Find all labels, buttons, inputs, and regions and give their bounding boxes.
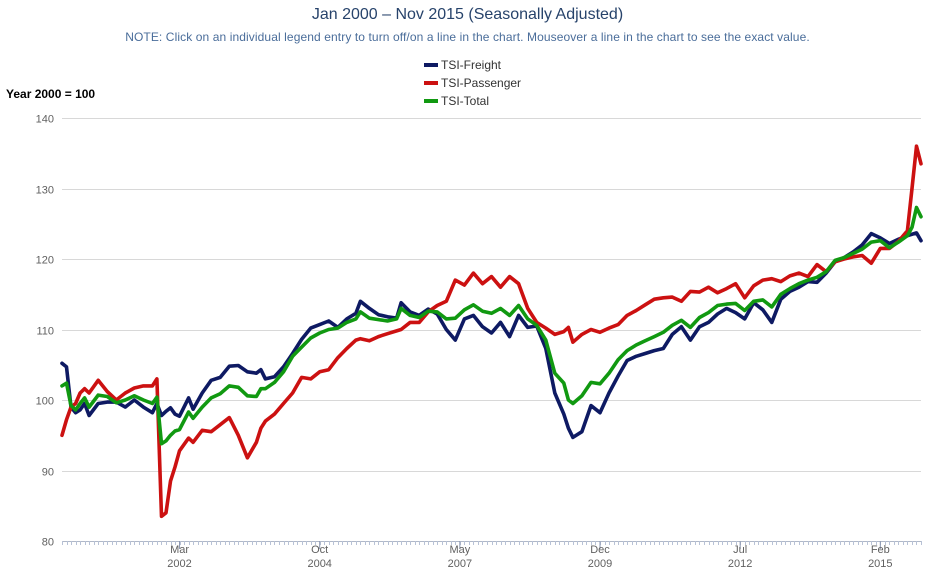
x-tick-year: 2009 xyxy=(588,558,612,570)
legend-swatch-passenger xyxy=(424,81,438,85)
x-axis: Mar 2002 Oct 2004 May 2007 Dec 2009 Jul 2012 Feb 20… xyxy=(62,541,922,570)
y-axis: 80 90 100 110 120 130 140 xyxy=(36,114,54,549)
y-tick-label: 110 xyxy=(36,326,54,338)
x-tick-month: May xyxy=(449,544,470,556)
grid-lines xyxy=(62,118,921,472)
legend-swatch-total xyxy=(424,99,438,103)
y-tick-label: 120 xyxy=(36,255,54,267)
legend-item-total[interactable]: TSI-Total xyxy=(424,92,521,110)
series-line-passenger[interactable] xyxy=(60,144,923,519)
x-tick-year: 2012 xyxy=(728,558,752,570)
chart-subtitle: NOTE: Click on an individual legend entr… xyxy=(125,30,810,44)
legend-label-passenger: TSI-Passenger xyxy=(441,76,522,90)
x-tick-year: 2007 xyxy=(448,558,472,570)
legend-label-freight: TSI-Freight xyxy=(441,58,502,72)
legend-swatch-freight xyxy=(424,63,438,67)
series-lines xyxy=(60,144,923,519)
y-tick-label: 140 xyxy=(36,114,54,126)
x-tick-month: Mar xyxy=(170,544,189,556)
chart-title: Jan 2000 – Nov 2015 (Seasonally Adjusted… xyxy=(311,6,624,23)
y-tick-label: 90 xyxy=(42,467,54,479)
x-tick-year: 2015 xyxy=(868,558,892,570)
x-tick-year: 2004 xyxy=(307,558,331,570)
y-tick-label: 80 xyxy=(42,537,54,549)
legend: TSI-Freight TSI-Passenger TSI-Total xyxy=(424,56,521,110)
legend-item-freight[interactable]: TSI-Freight xyxy=(424,56,521,74)
series-line-total[interactable] xyxy=(60,205,923,446)
x-tick-month: Feb xyxy=(871,544,890,556)
x-tick-month: Jul xyxy=(733,544,747,556)
series-line-freight[interactable] xyxy=(60,231,923,440)
legend-item-passenger[interactable]: TSI-Passenger xyxy=(424,74,521,92)
y-tick-label: 130 xyxy=(36,185,54,197)
y-axis-label: Year 2000 = 100 xyxy=(6,87,96,101)
y-tick-label: 100 xyxy=(36,396,54,408)
legend-label-total: TSI-Total xyxy=(441,94,490,108)
x-tick-month: Oct xyxy=(311,544,328,556)
x-tick-year: 2002 xyxy=(167,558,191,570)
x-tick-month: Dec xyxy=(590,544,610,556)
